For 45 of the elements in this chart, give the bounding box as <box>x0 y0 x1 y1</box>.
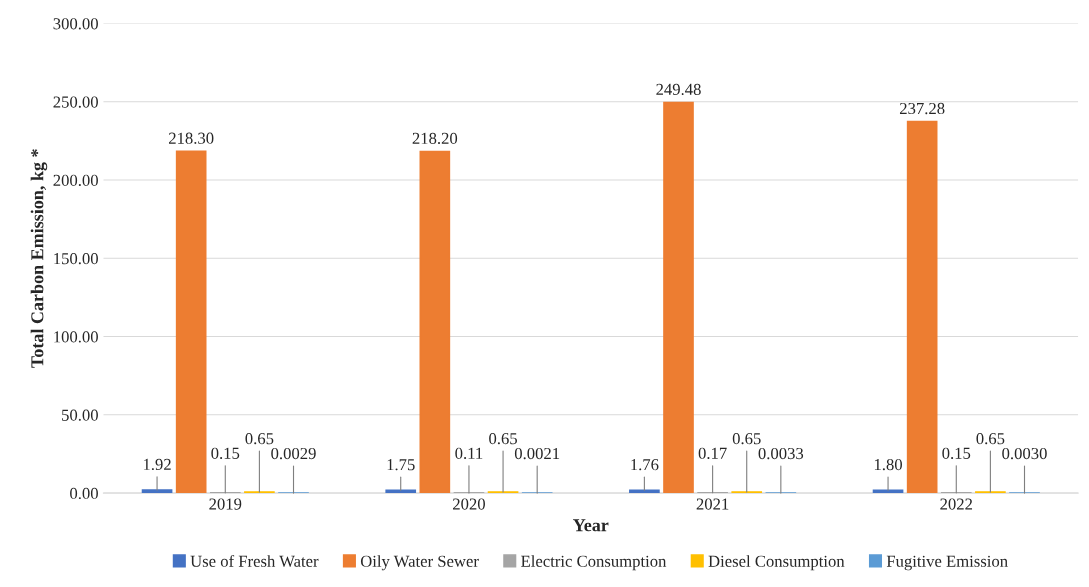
data-label: 1.92 <box>143 458 171 471</box>
legend-label: Electric Consumption <box>521 555 667 571</box>
data-label: 0.0033 <box>758 447 804 460</box>
y-tick-label: 100.00 <box>54 331 98 343</box>
data-label: 0.0030 <box>1002 447 1047 460</box>
data-label: 0.15 <box>211 447 240 459</box>
legend-label: Diesel Consumption <box>708 555 845 571</box>
data-label: 1.75 <box>387 459 415 471</box>
data-label: 0.11 <box>455 447 483 460</box>
legend-label: Use of Fresh Water <box>190 554 319 567</box>
data-label: 249.48 <box>656 83 701 96</box>
data-label: 0.0029 <box>271 447 316 460</box>
data-label: 1.80 <box>874 458 902 471</box>
y-tick-label: 150.00 <box>54 252 98 265</box>
x-tick-label: 2022 <box>940 498 973 510</box>
data-label: 1.76 <box>631 459 659 471</box>
data-label: 0.65 <box>245 432 274 445</box>
data-label: 218.30 <box>168 132 214 144</box>
y-tick-label: 50.00 <box>62 409 98 421</box>
x-tick-label: 2020 <box>453 498 485 510</box>
data-label: 0.65 <box>976 432 1005 445</box>
x-tick-label: 2019 <box>209 498 242 510</box>
y-tick-label: 200.00 <box>53 174 98 187</box>
data-label: 237.28 <box>899 102 945 115</box>
bar <box>872 489 904 494</box>
bar <box>629 489 660 494</box>
legend-label: Oily Water Sewer <box>360 555 479 571</box>
data-label: 0.15 <box>942 447 971 459</box>
bar <box>175 150 207 494</box>
y-tick-label: 250.00 <box>53 96 98 108</box>
data-label: 0.17 <box>698 447 727 459</box>
x-tick-label: 2021 <box>696 498 729 510</box>
bar <box>663 101 694 494</box>
bar <box>141 489 173 494</box>
y-tick-label: 300.00 <box>53 18 98 30</box>
data-label: 0.65 <box>489 432 517 445</box>
data-label: 218.20 <box>412 132 458 145</box>
data-label: 0.0021 <box>514 447 560 460</box>
legend-label: Fugitive Emission <box>886 555 1008 571</box>
y-tick-label: 0.00 <box>70 487 98 500</box>
bar <box>906 120 938 494</box>
data-label: 0.65 <box>732 432 761 445</box>
y-axis-title: Total Carbon Emission, kg * <box>30 149 48 368</box>
bar <box>419 150 451 494</box>
x-axis-title: Year <box>573 519 609 532</box>
